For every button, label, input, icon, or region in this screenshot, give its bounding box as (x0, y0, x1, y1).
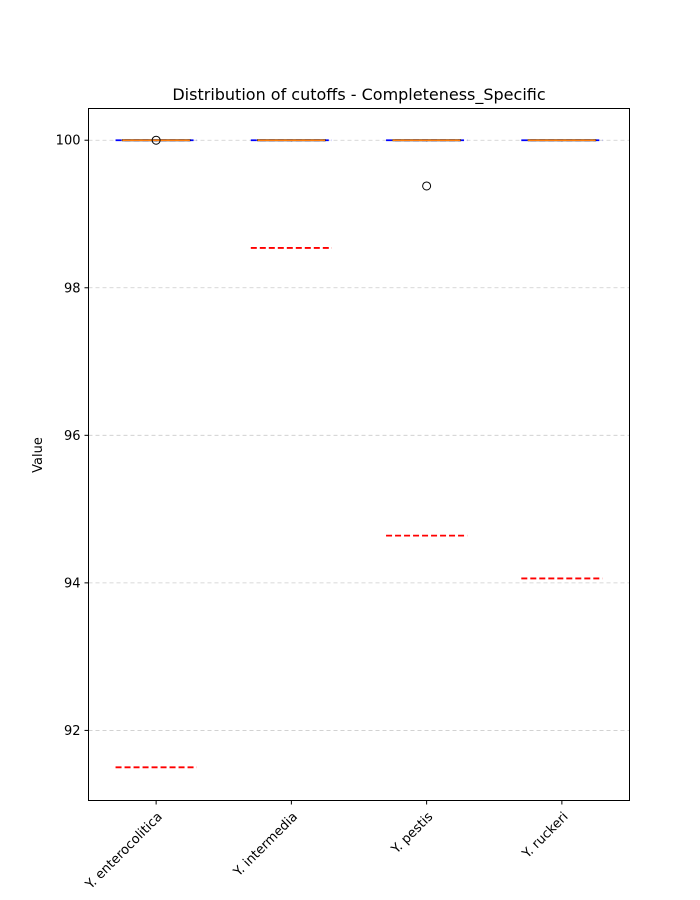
x-tick-label-4: Y. ruckeri (519, 810, 572, 863)
outlier-point-1-1 (151, 135, 161, 145)
y-tick-label-100: 100 (56, 134, 81, 149)
y-axis-ticks: 92 94 96 98 100 (56, 134, 89, 739)
x-axis-ticks: Y. enterocolitica Y. intermedia Y. pestis Y… (82, 800, 572, 893)
y-tick-label-96: 96 (64, 429, 81, 444)
reference-lines (115, 139, 603, 769)
grid-lines (88, 139, 630, 731)
x-tick-label-3: Y. pestis (388, 809, 436, 857)
y-tick-label-92: 92 (64, 724, 81, 739)
outlier-point-3-1 (422, 181, 432, 191)
chart-title: Distribution of cutoffs - Completeness_S… (172, 85, 545, 105)
outliers (151, 135, 432, 191)
x-tick-label-1: Y. enterocolitica (82, 810, 165, 893)
y-axis-label: Value (31, 437, 46, 473)
y-tick-label-94: 94 (64, 576, 81, 591)
y-tick-label-98: 98 (64, 281, 81, 296)
boxes (121, 139, 597, 142)
x-tick-label-2: Y. intermedia (230, 810, 301, 881)
plot-area-frame (88, 108, 630, 801)
